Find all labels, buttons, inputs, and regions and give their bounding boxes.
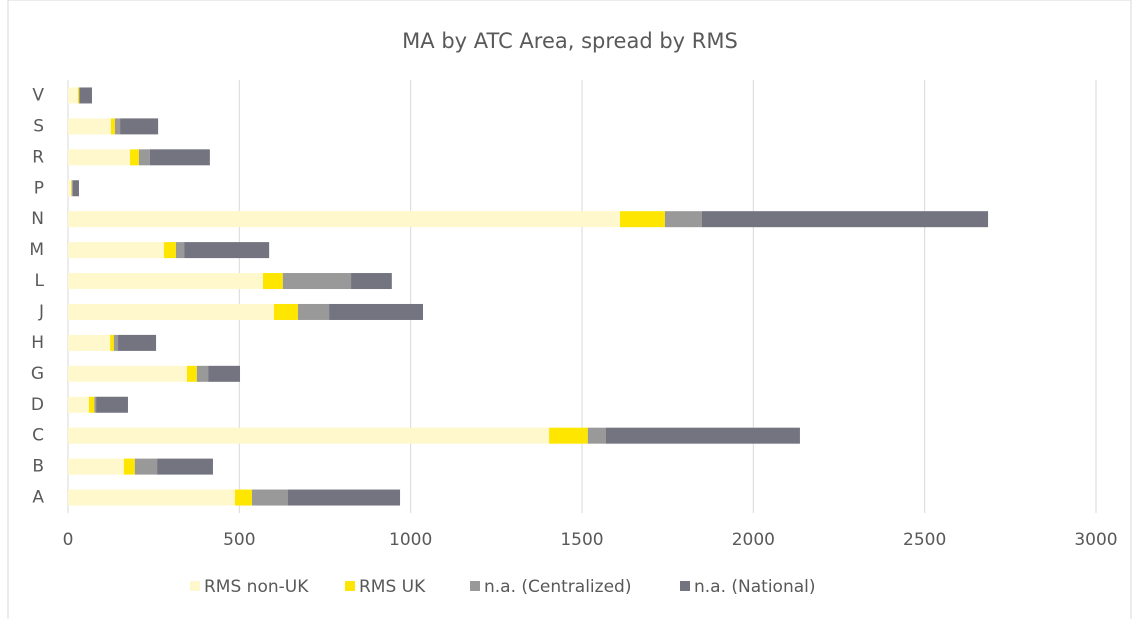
- bar-segment: [77, 87, 79, 104]
- bar-segment: [68, 211, 621, 228]
- legend-swatch: [345, 581, 355, 591]
- y-tick-label: C: [32, 426, 44, 446]
- y-tick-label: D: [31, 395, 44, 415]
- bar-segment: [68, 273, 263, 290]
- bar-segment: [88, 396, 95, 413]
- legend-label: n.a. (Centralized): [484, 577, 631, 597]
- bar-segment: [78, 87, 80, 104]
- y-tick-label: A: [32, 488, 44, 508]
- bar-segment: [196, 365, 209, 382]
- x-tick-label: 1500: [560, 530, 603, 550]
- y-tick-label: M: [29, 240, 44, 260]
- bar-segment: [329, 303, 424, 320]
- legend-label: RMS UK: [359, 577, 426, 597]
- legend-swatch: [680, 581, 690, 591]
- bar-segment: [94, 396, 97, 413]
- bar-segment: [175, 242, 185, 259]
- bar-segment: [68, 303, 274, 320]
- x-tick-label: 0: [63, 530, 74, 550]
- bar-segment: [262, 273, 283, 290]
- bar-segment: [118, 334, 157, 351]
- bar-segment: [120, 118, 159, 135]
- bar-segment: [68, 396, 89, 413]
- x-tick-label: 2500: [903, 530, 946, 550]
- y-tick-label: S: [33, 116, 44, 136]
- bar-segment: [68, 458, 124, 475]
- bar-segment: [96, 396, 128, 413]
- y-tick-label: P: [34, 178, 44, 198]
- legend-label: RMS non-UK: [204, 577, 309, 597]
- bar-segment: [157, 458, 213, 475]
- bar-segment: [134, 458, 158, 475]
- bar-segment: [68, 365, 187, 382]
- bar-segment: [297, 303, 330, 320]
- y-tick-label: J: [38, 302, 44, 322]
- bar-segment: [71, 180, 72, 197]
- bar-segment: [71, 180, 73, 197]
- legend-swatch: [470, 581, 480, 591]
- y-tick-label: N: [31, 209, 44, 229]
- bar-segment: [68, 427, 550, 444]
- bar-segment: [287, 489, 401, 506]
- bar-segment: [701, 211, 989, 228]
- bar-segment: [110, 118, 115, 135]
- y-tick-label: V: [32, 85, 44, 105]
- bar-segment: [234, 489, 253, 506]
- y-tick-label: B: [32, 457, 44, 477]
- x-tick-label: 500: [223, 530, 255, 550]
- y-tick-label: G: [31, 364, 44, 384]
- bar-segment: [110, 334, 114, 351]
- y-tick-label: L: [35, 271, 45, 291]
- bar-segment: [605, 427, 800, 444]
- bar-segment: [68, 180, 72, 197]
- x-tick-label: 3000: [1074, 530, 1117, 550]
- bar-segment: [149, 149, 210, 166]
- bar-segment: [68, 242, 164, 259]
- chart-title: MA by ATC Area, spread by RMS: [402, 29, 738, 53]
- bar-segment: [68, 489, 235, 506]
- bar-segment: [186, 365, 197, 382]
- bar-segment: [282, 273, 352, 290]
- legend-swatch: [190, 581, 200, 591]
- bar-segment: [664, 211, 702, 228]
- bar-segment: [130, 149, 139, 166]
- bar-segment: [79, 87, 92, 104]
- legend-label: n.a. (National): [694, 577, 816, 597]
- bar-segment: [68, 334, 111, 351]
- bar-segment: [620, 211, 665, 228]
- y-tick-label: H: [31, 333, 44, 353]
- x-tick-label: 2000: [732, 530, 775, 550]
- bar-segment: [184, 242, 270, 259]
- bar-segment: [114, 118, 121, 135]
- bar-segment: [587, 427, 606, 444]
- bar-segment: [123, 458, 135, 475]
- bar-segment: [351, 273, 392, 290]
- bar-segment: [208, 365, 241, 382]
- x-tick-label: 1000: [389, 530, 432, 550]
- bar-segment: [72, 180, 79, 197]
- bar-segment: [138, 149, 150, 166]
- bar-segment: [68, 118, 111, 135]
- bar-segment: [113, 334, 119, 351]
- bar-segment: [68, 87, 78, 104]
- bar-segment: [252, 489, 288, 506]
- bar-segment: [68, 149, 131, 166]
- bar-segment: [549, 427, 588, 444]
- bar-segment: [273, 303, 298, 320]
- y-tick-label: R: [32, 147, 44, 167]
- bar-segment: [163, 242, 176, 259]
